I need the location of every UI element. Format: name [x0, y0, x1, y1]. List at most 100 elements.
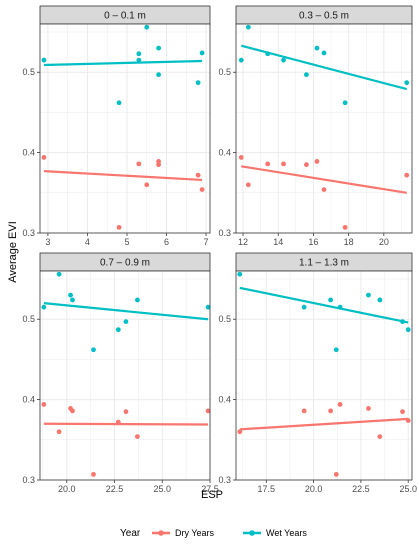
- facet-strip: 1.1 – 1.3 m: [235, 252, 413, 272]
- data-point-dry-years: [195, 172, 201, 178]
- data-point-dry-years: [301, 408, 307, 414]
- series-dry-years: [238, 155, 410, 230]
- data-point-dry-years: [333, 471, 339, 477]
- series-wet-years: [238, 24, 410, 106]
- data-point-dry-years: [136, 161, 142, 167]
- series-dry-years: [237, 402, 411, 477]
- x-tick-label: 22.5: [352, 484, 370, 494]
- x-tick-label: 20.0: [58, 484, 76, 494]
- facet-label: 0.3 – 0.5 m: [299, 11, 349, 22]
- facet-strip: 0.7 – 0.9 m: [39, 252, 211, 272]
- data-point-wet-years: [237, 271, 243, 277]
- data-point-dry-years: [304, 162, 309, 168]
- data-point-wet-years: [265, 51, 271, 57]
- data-point-dry-years: [328, 408, 334, 414]
- data-point-dry-years: [321, 187, 327, 192]
- x-tick-label: 4: [85, 237, 90, 247]
- data-point-wet-years: [144, 24, 150, 30]
- data-point-dry-years: [123, 409, 129, 415]
- panel-border: [235, 270, 413, 481]
- x-tick-label: 6: [164, 237, 169, 247]
- data-point-wet-years: [377, 297, 383, 303]
- facet-strip: 0.3 – 0.5 m: [235, 5, 413, 25]
- data-point-dry-years: [41, 402, 47, 407]
- y-tick-label: 0.5: [22, 314, 35, 324]
- panels-layer: 0 – 0.1 m 3 4 5 6 7 0.3 0.4 0.5 0.3 – 0.5 m 12 14 16…: [22, 5, 417, 494]
- data-point-wet-years: [337, 304, 343, 310]
- x-tick-label: 20: [379, 237, 389, 247]
- legend-title: Year: [120, 528, 141, 539]
- facet-panel-2: 0.3 – 0.5 m 12 14 16 18 20 0.3 0.4 0.5: [218, 5, 413, 247]
- y-tick-label: 0.4: [22, 148, 35, 158]
- data-point-dry-years: [115, 419, 121, 425]
- data-point-wet-years: [41, 57, 47, 63]
- data-point-wet-years: [245, 24, 251, 30]
- series-wet-years: [41, 271, 211, 353]
- data-point-wet-years: [321, 50, 327, 56]
- y-tick-label: 0.5: [218, 67, 231, 77]
- data-point-dry-years: [116, 224, 122, 230]
- data-point-dry-years: [237, 429, 243, 435]
- facet-label: 1.1 – 1.3 m: [299, 258, 349, 269]
- data-point-wet-years: [70, 297, 75, 303]
- x-tick-label: 7: [204, 237, 209, 247]
- legend: Year Dry Years Wet Years: [120, 528, 307, 539]
- x-tick-label: 27.5: [201, 484, 219, 494]
- data-point-dry-years: [404, 172, 410, 178]
- data-point-wet-years: [123, 319, 129, 325]
- data-point-wet-years: [156, 72, 162, 78]
- data-point-dry-years: [400, 409, 405, 415]
- data-point-dry-years: [199, 187, 205, 192]
- data-point-dry-years: [56, 429, 62, 435]
- data-point-dry-years: [342, 224, 348, 230]
- data-point-dry-years: [91, 471, 96, 477]
- data-point-wet-years: [404, 80, 410, 86]
- facet-panel-3: 0.7 – 0.9 m 20.0 22.5 25.0 27.5 0.3 0.4 0.5: [22, 252, 219, 494]
- data-point-dry-years: [205, 408, 211, 414]
- trend-line-wet-years: [43, 302, 209, 321]
- data-point-dry-years: [377, 434, 383, 439]
- data-point-dry-years: [405, 418, 411, 423]
- data-point-dry-years: [135, 434, 140, 439]
- x-tick-label: 20.0: [305, 484, 323, 494]
- data-point-dry-years: [144, 182, 150, 188]
- series-wet-years: [237, 271, 411, 353]
- panel-border: [39, 23, 211, 234]
- data-point-wet-years: [314, 45, 320, 51]
- trend-line-dry-years: [239, 417, 409, 431]
- y-tick-label: 0.3: [22, 475, 35, 485]
- series-dry-years: [41, 155, 205, 230]
- x-tick-label: 17.5: [258, 484, 276, 494]
- y-tick-label: 0.3: [218, 475, 231, 485]
- x-tick-label: 14: [273, 237, 283, 247]
- y-tick-label: 0.4: [218, 148, 231, 158]
- data-point-wet-years: [405, 327, 411, 333]
- y-tick-label: 0.3: [218, 228, 231, 238]
- data-point-wet-years: [400, 319, 405, 325]
- data-point-wet-years: [156, 45, 162, 51]
- trend-line-dry-years: [43, 170, 203, 182]
- data-point-dry-years: [366, 406, 371, 411]
- x-tick-label: 25.0: [399, 484, 417, 494]
- y-tick-label: 0.4: [218, 395, 231, 405]
- x-tick-label: 16: [308, 237, 318, 247]
- data-point-wet-years: [136, 57, 142, 63]
- data-point-dry-years: [156, 159, 162, 164]
- legend-label-wet: Wet Years: [266, 528, 307, 538]
- x-tick-label: 22.5: [106, 484, 124, 494]
- panel-background: [236, 271, 412, 480]
- x-tick-label: 25.0: [153, 484, 171, 494]
- x-tick-label: 5: [124, 237, 129, 247]
- series-dry-years: [41, 402, 211, 477]
- data-point-dry-years: [41, 155, 47, 160]
- trend-line-dry-years: [241, 165, 407, 194]
- panel-background: [40, 24, 210, 233]
- data-point-wet-years: [91, 347, 96, 353]
- legend-label-dry: Dry Years: [175, 528, 215, 538]
- series-wet-years: [41, 24, 205, 106]
- data-point-wet-years: [333, 347, 339, 353]
- data-point-wet-years: [199, 50, 205, 56]
- y-axis-title: Average EVI: [7, 221, 19, 283]
- x-tick-label: 3: [45, 237, 50, 247]
